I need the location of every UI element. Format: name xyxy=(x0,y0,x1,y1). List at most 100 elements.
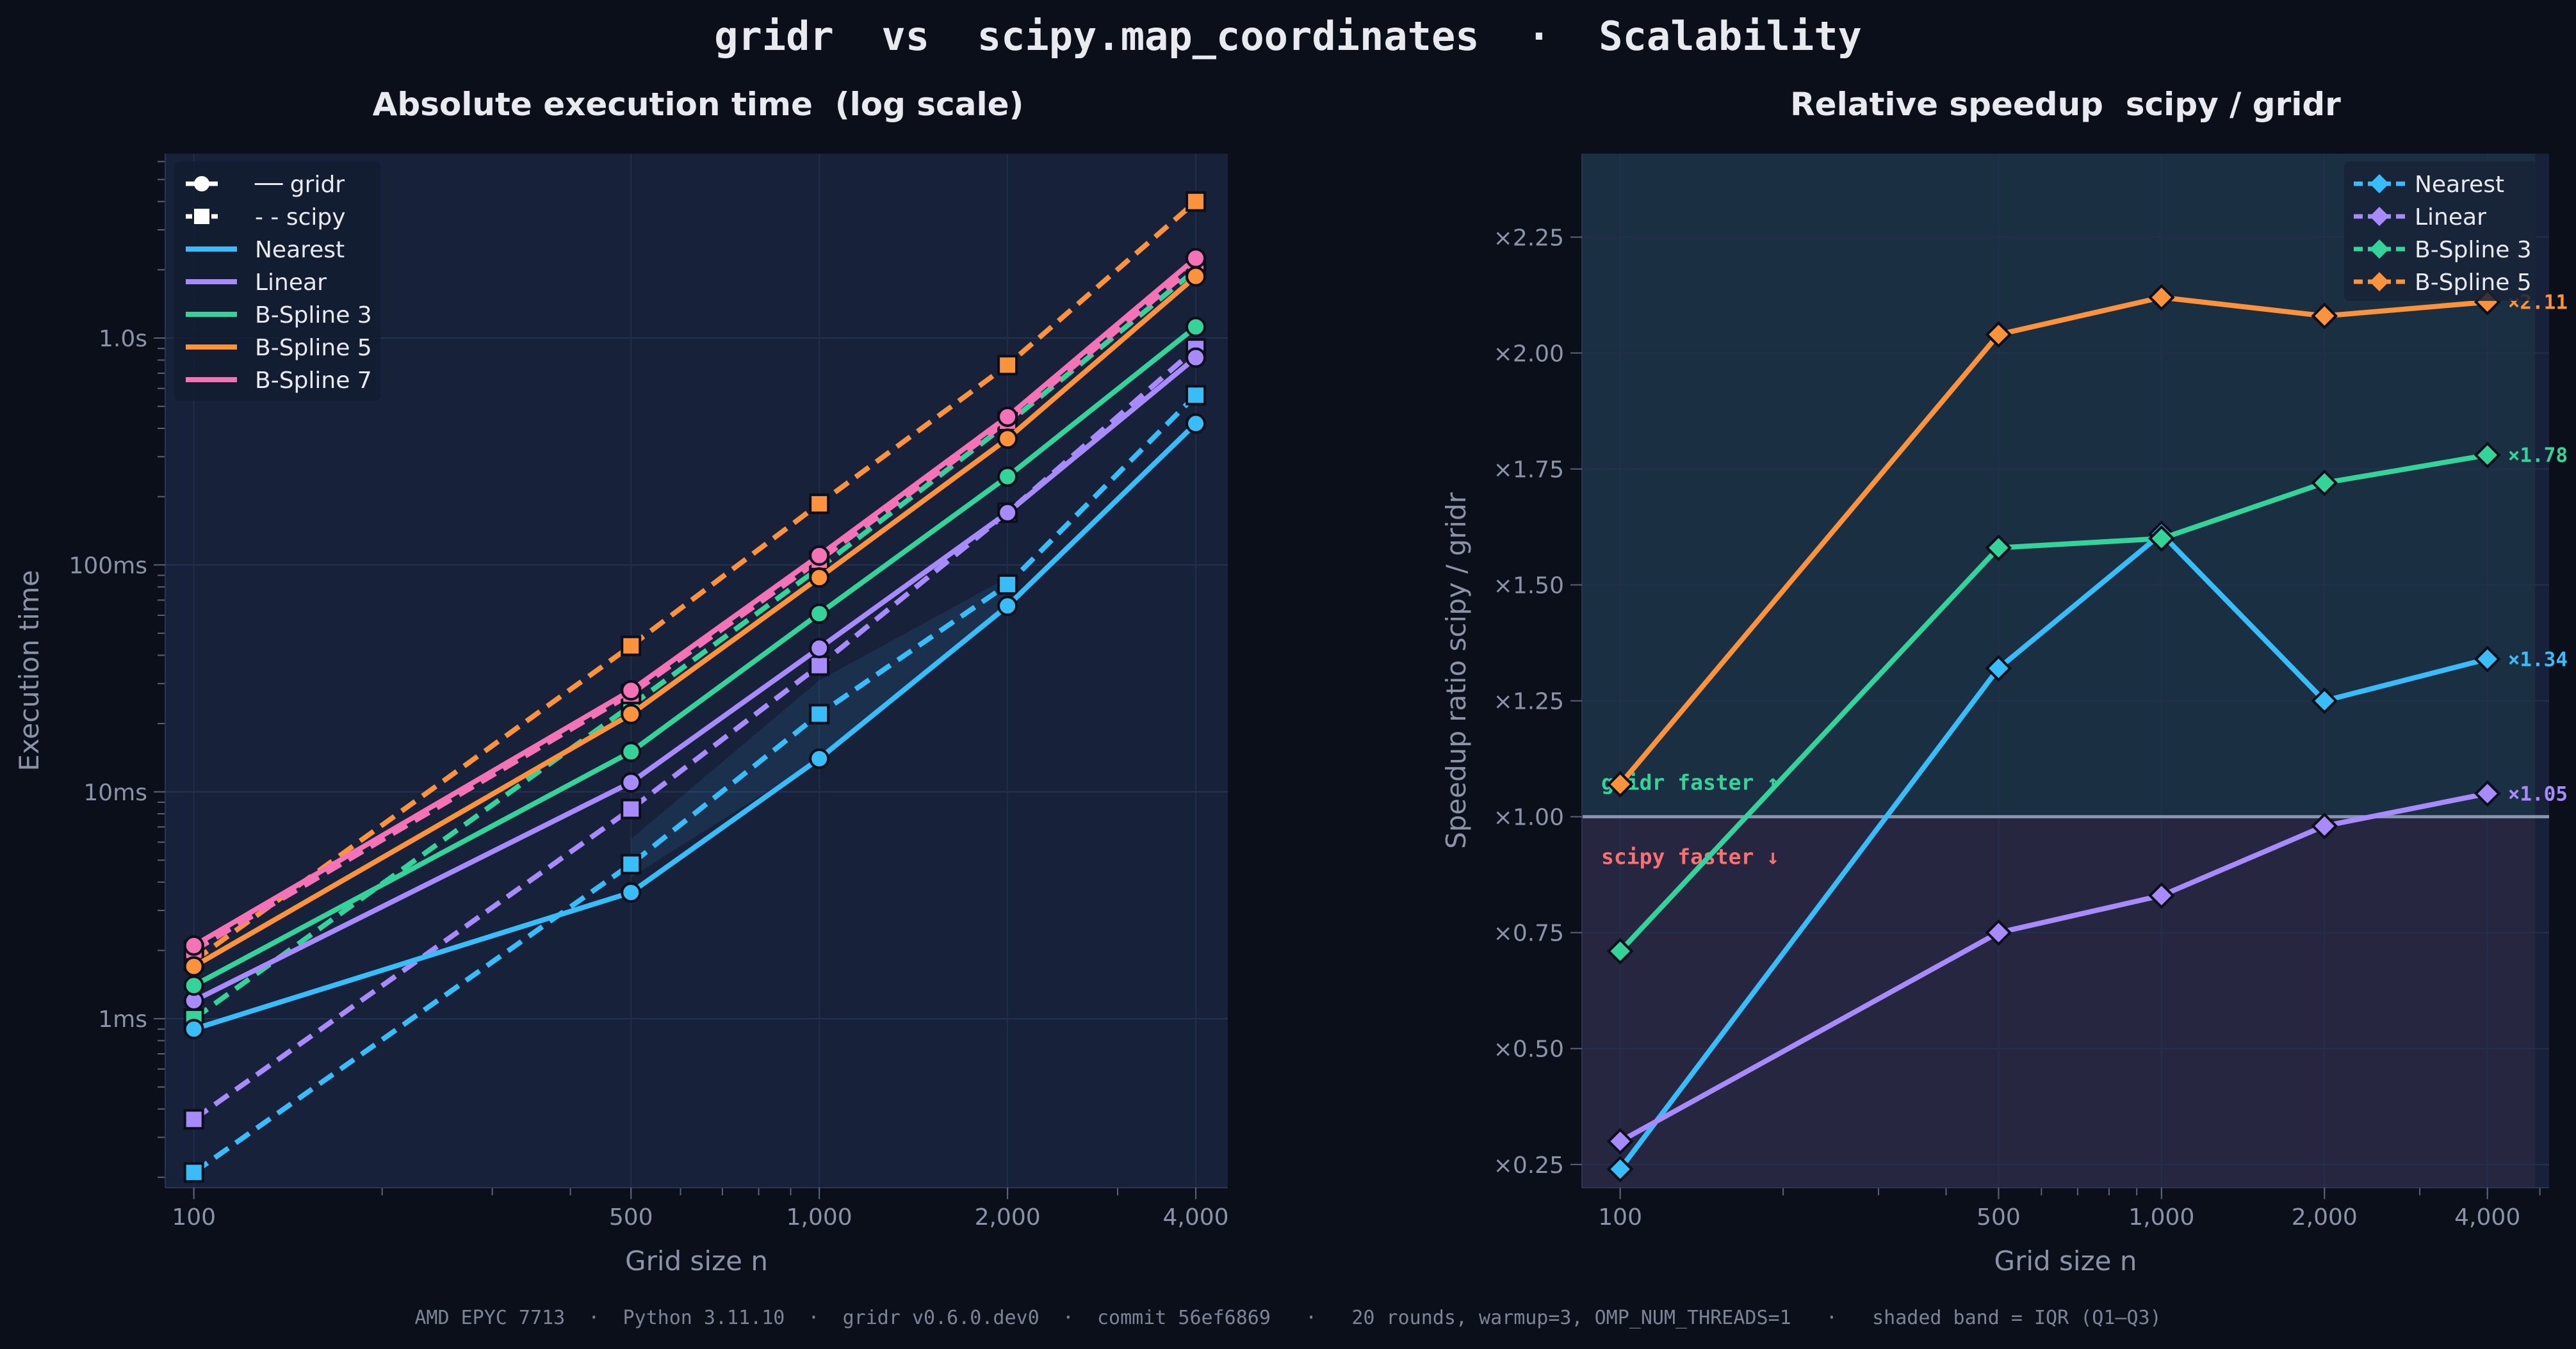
point-linear-scipy xyxy=(809,655,830,676)
point-linear xyxy=(2311,812,2338,839)
point-linear-gridr xyxy=(621,772,642,793)
point-b-spline-5-scipy xyxy=(1186,191,1207,212)
y-tick-label: 1.0s xyxy=(99,326,147,352)
point-b-spline-7-gridr xyxy=(997,406,1018,427)
legend: ── gridr - - scipy Nearest Linear B-Spline 3… xyxy=(174,161,380,401)
point-linear xyxy=(1606,1127,1634,1155)
point-b-spline-7-gridr xyxy=(809,545,830,566)
y-tick-label: ×0.25 xyxy=(1494,1152,1564,1179)
legend: Nearest Linear B-Spline 3 B-Spline 5 xyxy=(2344,161,2536,301)
point-b-spline-5-gridr xyxy=(997,428,1018,449)
point-nearest xyxy=(2474,645,2501,673)
point-b-spline-5-scipy xyxy=(621,635,642,656)
point-b-spline-5-gridr xyxy=(1186,266,1207,287)
point-b-spline-5 xyxy=(1985,321,2012,348)
x-axis-label: Grid size n xyxy=(1994,1245,2137,1277)
x-tick-label: 4,000 xyxy=(2454,1204,2520,1231)
point-b-spline-5 xyxy=(1606,771,1634,798)
speedup-chart: Relative speedup scipy / gridr gridr fas… xyxy=(1440,86,2568,1277)
x-axis-label: Grid size n xyxy=(625,1245,768,1277)
x-tick-label: 4,000 xyxy=(1163,1204,1229,1231)
point-nearest-scipy xyxy=(183,1162,204,1183)
legend-box xyxy=(2344,161,2536,301)
point-nearest-scipy xyxy=(809,704,830,725)
point-nearest-gridr xyxy=(183,1019,204,1040)
legend-label: ── gridr xyxy=(254,172,345,198)
legend-box xyxy=(174,161,380,401)
x-tick-label: 1,000 xyxy=(2128,1204,2194,1231)
series-line-b-spline-7-scipy xyxy=(192,263,1198,953)
legend-marker-b-spline-5 xyxy=(2370,272,2389,291)
point-linear-gridr xyxy=(997,502,1018,523)
point-b-spline-5-gridr xyxy=(809,567,830,588)
point-nearest xyxy=(2311,687,2338,715)
point-nearest-scipy xyxy=(621,853,642,875)
y-tick-label: ×0.50 xyxy=(1494,1037,1564,1063)
legend-gridr-marker xyxy=(194,176,209,191)
speedup-chart-title: Relative speedup scipy / gridr xyxy=(1790,86,2341,123)
point-linear-gridr xyxy=(1186,347,1207,368)
point-linear-scipy xyxy=(621,798,642,820)
legend-label: - - scipy xyxy=(255,204,346,230)
legend-label: Nearest xyxy=(2415,172,2504,198)
point-nearest-gridr xyxy=(997,595,1018,617)
benchmark-footer: AMD EPYC 7713 · Python 3.11.10 · gridr v… xyxy=(414,1307,2161,1329)
y-tick-label: 100ms xyxy=(69,553,147,579)
legend-label: Linear xyxy=(255,270,327,296)
point-linear xyxy=(1985,919,2012,946)
point-b-spline-5 xyxy=(2311,302,2338,330)
legend-label: B-Spline 5 xyxy=(2415,270,2532,296)
y-axis-label: Execution time xyxy=(13,570,45,771)
point-nearest xyxy=(1985,655,2012,682)
legend-label: B-Spline 3 xyxy=(255,302,372,328)
point-b-spline-3 xyxy=(2474,441,2501,469)
x-tick-label: 100 xyxy=(1598,1204,1642,1231)
point-b-spline-7-gridr xyxy=(621,680,642,701)
legend-marker-linear xyxy=(2370,207,2389,226)
point-b-spline-5-scipy xyxy=(997,355,1018,376)
execution-time-chart-title: Absolute execution time (log scale) xyxy=(373,86,1024,123)
point-b-spline-3-gridr xyxy=(183,975,204,996)
legend-label: B-Spline 7 xyxy=(255,368,372,394)
x-tick-label: 1,000 xyxy=(787,1204,852,1231)
point-nearest xyxy=(1606,1156,1634,1183)
legend-label: B-Spline 5 xyxy=(255,335,372,361)
legend-marker-b-spline-3 xyxy=(2370,239,2389,259)
scipy-faster-annotation: scipy faster ↓ xyxy=(1601,844,1779,869)
scipy-faster-region xyxy=(1582,816,2536,1188)
y-tick-label: ×1.25 xyxy=(1494,689,1564,715)
y-tick-label: 10ms xyxy=(83,780,147,806)
end-label-b-spline-3: ×1.78 xyxy=(2508,444,2568,467)
x-tick-label: 500 xyxy=(1977,1204,2021,1231)
y-tick-label: ×1.00 xyxy=(1494,805,1564,831)
x-tick-label: 100 xyxy=(172,1204,216,1231)
x-tick-label: 2,000 xyxy=(2292,1204,2358,1231)
point-linear xyxy=(2474,780,2501,807)
legend-label: Linear xyxy=(2415,204,2486,230)
point-b-spline-3-gridr xyxy=(809,603,830,624)
iqr-band xyxy=(631,578,1008,878)
legend-scipy-marker xyxy=(194,209,209,224)
point-b-spline-3 xyxy=(1606,937,1634,965)
legend-marker-nearest xyxy=(2370,174,2389,193)
legend-label: Nearest xyxy=(255,237,345,263)
y-tick-label: ×0.75 xyxy=(1494,921,1564,947)
y-axis-label: Speedup ratio scipy / gridr xyxy=(1440,492,1472,849)
x-tick-label: 2,000 xyxy=(975,1204,1041,1231)
point-b-spline-7-gridr xyxy=(1186,248,1207,269)
end-label-linear: ×1.05 xyxy=(2508,782,2568,805)
point-linear-gridr xyxy=(809,638,830,659)
point-b-spline-3-gridr xyxy=(997,466,1018,487)
point-b-spline-5-scipy xyxy=(809,493,830,514)
end-label-nearest: ×1.34 xyxy=(2508,648,2568,671)
y-tick-label: ×2.00 xyxy=(1494,341,1564,367)
figure-title: gridr vs scipy.map_coordinates · Scalabi… xyxy=(714,13,1862,60)
point-b-spline-7-gridr xyxy=(183,935,204,956)
y-tick-label: ×1.50 xyxy=(1494,573,1564,599)
y-tick-label: ×1.75 xyxy=(1494,456,1564,483)
point-nearest-gridr xyxy=(621,882,642,903)
point-b-spline-3-gridr xyxy=(1186,316,1207,337)
point-b-spline-3 xyxy=(1985,534,2012,561)
point-b-spline-5-gridr xyxy=(621,704,642,725)
